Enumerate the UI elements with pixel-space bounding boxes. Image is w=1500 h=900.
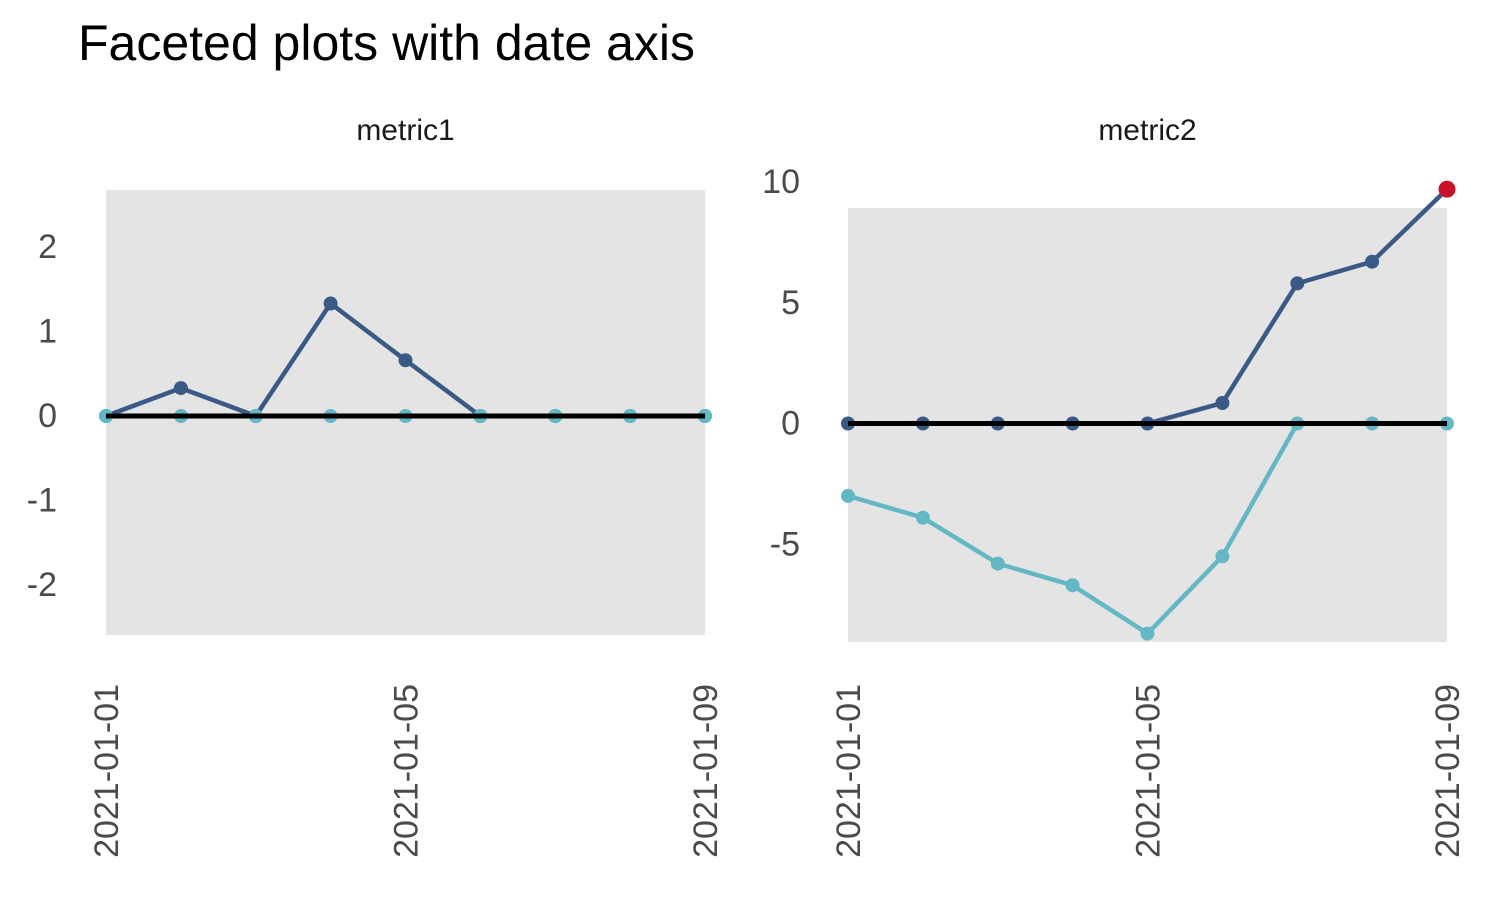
y-tick-label: 2: [38, 228, 57, 266]
x-tick-label: 2021-01-09: [1429, 684, 1467, 858]
y-tick-label: 0: [38, 397, 57, 435]
dark-blue-series-point: [173, 381, 188, 396]
highlight-point: [1438, 180, 1456, 198]
dark-blue-series-point: [1215, 396, 1230, 410]
x-tick-label: 2021-01-05: [388, 684, 426, 858]
teal-series-point: [990, 556, 1005, 571]
x-tick-label: 2021-01-01: [830, 684, 868, 858]
dark-blue-series-point: [398, 353, 413, 368]
x-tick-label: 2021-01-01: [88, 684, 126, 858]
y-tick-label: -5: [770, 525, 800, 563]
y-tick-label: 5: [781, 284, 800, 322]
y-tick-label: -1: [27, 482, 57, 520]
x-tick-label: 2021-01-09: [687, 684, 725, 858]
teal-series-point: [1140, 626, 1155, 641]
dark-blue-series-point: [323, 296, 338, 311]
figure-title: Faceted plots with date axis: [78, 15, 695, 71]
facet-panel-metric1: 2 1 0 -1 -2 2021-01-01 2021-01-05 2021-01-09: [27, 190, 725, 858]
y-tick-label: 0: [781, 405, 800, 443]
dark-blue-series-point: [1290, 276, 1305, 291]
x-tick-label: 2021-01-05: [1130, 684, 1168, 858]
teal-series-point: [841, 488, 855, 503]
facet-title-metric2: metric2: [1098, 114, 1197, 147]
dark-blue-series-point: [1365, 254, 1380, 269]
y-tick-label: 1: [38, 312, 57, 350]
y-tick-label: 10: [762, 163, 800, 201]
teal-series-point: [1215, 549, 1230, 564]
facet-panel-metric2: 10 5 0 -5 2021-01-01 2021-01-05 2021-01-09: [762, 163, 1467, 858]
teal-series-point: [915, 510, 930, 525]
teal-series-point: [1065, 578, 1080, 593]
facet-title-metric1: metric1: [356, 114, 455, 147]
y-tick-label: -2: [27, 566, 57, 604]
